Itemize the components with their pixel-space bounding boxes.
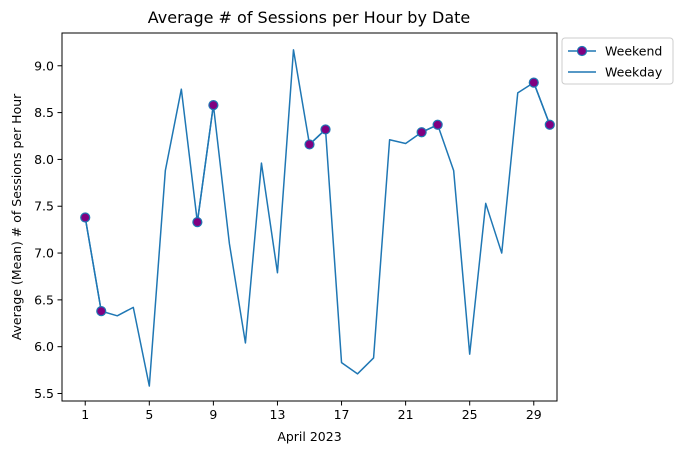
weekend-point	[432, 119, 443, 130]
weekend-point	[320, 124, 331, 135]
x-tick-label: 13	[270, 407, 286, 422]
legend-weekend-marker	[576, 45, 588, 57]
x-tick-label: 17	[334, 407, 350, 422]
weekend-point	[544, 119, 555, 130]
weekend-point	[192, 217, 203, 228]
x-axis-label: April 2023	[277, 429, 341, 444]
x-axis: 1 5 9 13 17 21 25 29	[81, 401, 542, 422]
series-weekend-segment	[84, 217, 102, 312]
weekend-point	[96, 306, 107, 317]
weekend-point	[304, 139, 315, 150]
y-axis-label: Average (Mean) # of Sessions per Hour	[9, 93, 24, 340]
y-tick-label: 7.0	[34, 246, 54, 261]
weekend-point	[416, 127, 427, 138]
x-tick-label: 5	[145, 407, 153, 422]
series-weekend-segment	[196, 105, 215, 223]
x-tick-label: 1	[81, 407, 89, 422]
chart-title: Average # of Sessions per Hour by Date	[148, 8, 471, 27]
y-tick-label: 8.5	[34, 105, 54, 120]
plot-frame	[61, 32, 558, 402]
y-tick-label: 5.5	[34, 386, 54, 401]
y-tick-label: 7.5	[34, 199, 54, 214]
y-tick-label: 6.5	[34, 292, 54, 307]
x-tick-label: 21	[398, 407, 414, 422]
weekend-point	[528, 77, 539, 88]
legend-weekday-label: Weekday	[605, 65, 663, 80]
y-tick-label: 9.0	[34, 58, 54, 73]
y-axis: 5.5 6.0 6.5 7.0 7.5 8.0 8.5 9.0	[34, 58, 62, 401]
series-weekend-segment	[533, 82, 551, 126]
legend: Weekend Weekday	[561, 37, 674, 85]
weekend-point	[208, 100, 219, 111]
x-tick-label: 29	[526, 407, 542, 422]
weekend-point	[80, 212, 91, 223]
series-layer	[80, 49, 555, 387]
plot-area	[62, 33, 557, 401]
x-tick-label: 9	[209, 407, 217, 422]
x-tick-label: 25	[462, 407, 478, 422]
y-tick-label: 6.0	[34, 339, 54, 354]
y-tick-label: 8.0	[34, 152, 54, 167]
legend-weekend-label: Weekend	[605, 44, 662, 59]
